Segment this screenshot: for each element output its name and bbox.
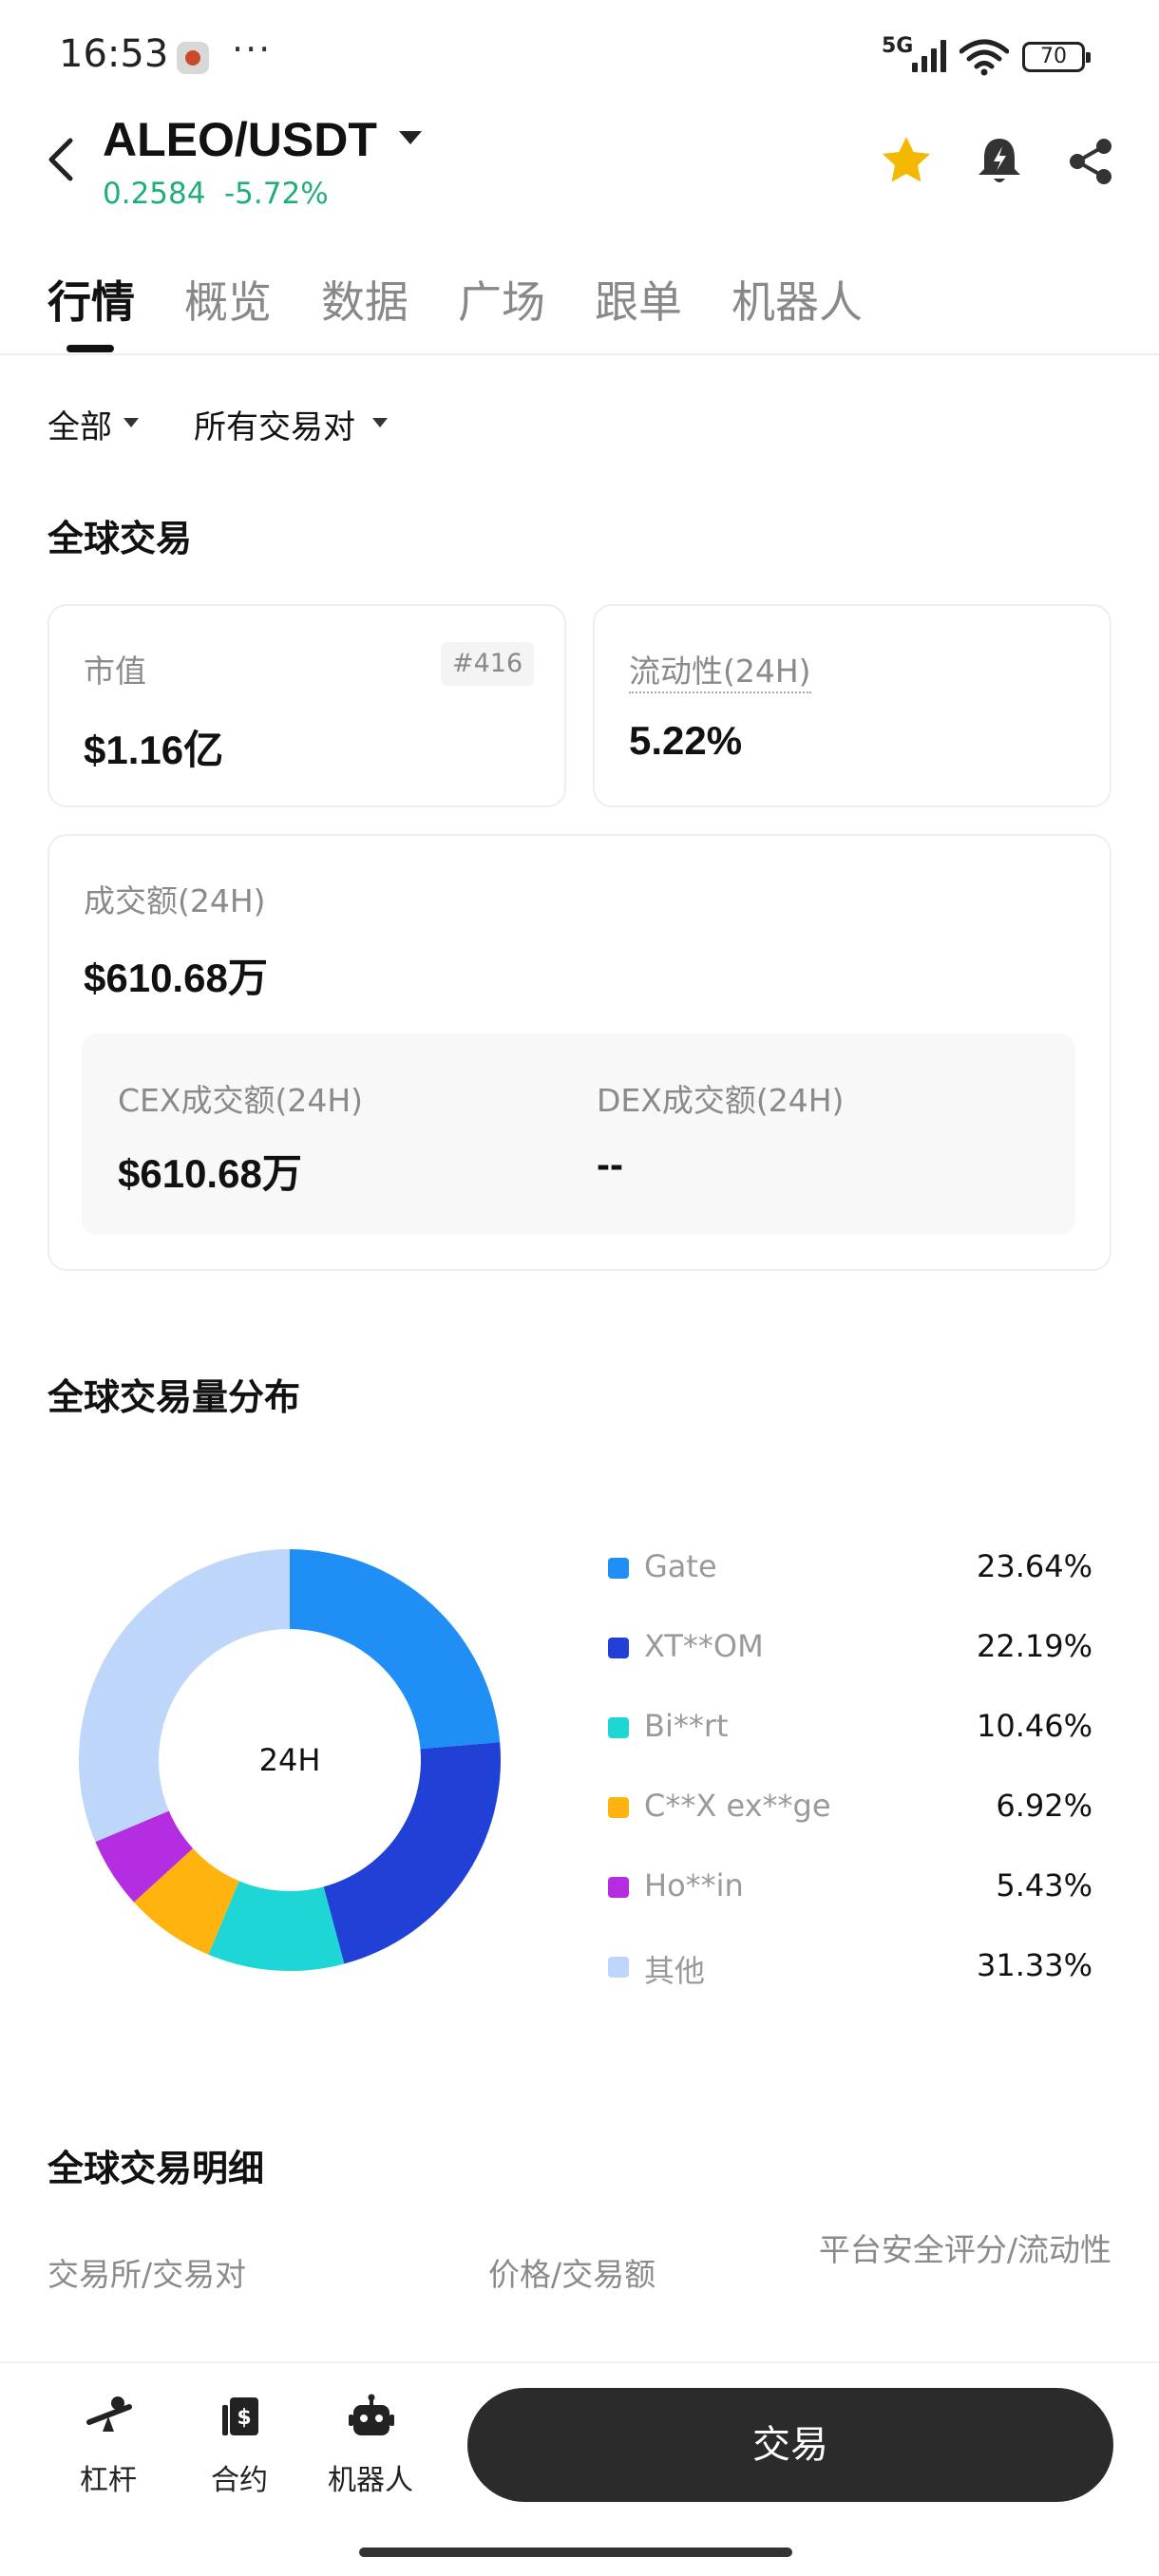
legend-item[interactable]: Bi**rt 10.46% (608, 1704, 1092, 1752)
legend-name: Bi**rt (644, 1708, 729, 1744)
legend-item[interactable]: 其他 31.33% (608, 1943, 1092, 1991)
share-icon[interactable] (1062, 133, 1119, 190)
liquidity-label-text: 流动性(24H) (629, 653, 811, 693)
price-alert-bell-icon[interactable] (971, 133, 1028, 190)
donut-slice-4 (133, 1848, 239, 1955)
legend-name: XT**OM (644, 1628, 764, 1664)
tab-bot[interactable]: 机器人 (732, 276, 863, 328)
liquidity-label[interactable]: 流动性(24H) (629, 646, 811, 693)
legend-value: 23.64% (976, 1548, 1092, 1584)
dex-volume-value: -- (597, 1142, 623, 1186)
more-notifications-icon: ··· (232, 28, 273, 70)
donut-slice-3 (208, 1881, 345, 1971)
pair-dropdown-icon[interactable] (399, 131, 422, 144)
tab-copy-trading[interactable]: 跟单 (595, 276, 682, 328)
donut-slice-2 (323, 1742, 501, 1964)
tab-market[interactable]: 行情 (48, 276, 135, 328)
app-notification-icon (177, 42, 209, 74)
tab-overview[interactable]: 概览 (184, 276, 272, 328)
volume-label: 成交额(24H) (84, 882, 266, 919)
status-time: 16:53 (59, 32, 169, 76)
legend-swatch (608, 1877, 629, 1898)
leverage-icon (86, 2396, 132, 2432)
legend-value: 31.33% (976, 1947, 1092, 1983)
pairs-filter[interactable]: 所有交易对 (194, 401, 355, 447)
nav-futures-label: 合约 (211, 2464, 268, 2497)
bottom-divider (0, 2361, 1159, 2363)
home-indicator[interactable] (359, 2548, 792, 2557)
donut-center-label: 24H (259, 1742, 321, 1778)
legend-item[interactable]: Gate 23.64% (608, 1544, 1092, 1592)
volume-donut-chart: 24H (78, 1549, 501, 1971)
volume-value: $610.68万 (84, 956, 268, 1000)
legend-name: Gate (644, 1548, 717, 1584)
legend-value: 22.19% (976, 1628, 1092, 1664)
trade-button[interactable]: 交易 (467, 2388, 1113, 2502)
donut-slice-6 (78, 1549, 290, 1843)
nav-bot[interactable]: 机器人 (314, 2394, 428, 2508)
liquidity-value: 5.22% (629, 718, 743, 763)
scope-dropdown-icon[interactable] (124, 418, 139, 427)
legend-swatch (608, 1638, 629, 1658)
nav-leverage[interactable]: 杠杆 (51, 2394, 165, 2508)
pair-title[interactable]: ALEO/USDT (103, 113, 377, 166)
cex-volume-value: $610.68万 (118, 1151, 302, 1196)
market-cap-label: 市值 (84, 653, 146, 690)
donut-slice-1 (290, 1549, 501, 1750)
market-cap-card (48, 604, 566, 807)
market-cap-value: $1.16亿 (84, 728, 224, 772)
legend-item[interactable]: C**X ex**ge 6.92% (608, 1784, 1092, 1831)
legend-name: 其他 (644, 1953, 706, 1989)
network-type: 5G (882, 34, 914, 58)
legend-swatch (608, 1558, 629, 1579)
donut-slice-5 (95, 1810, 194, 1903)
legend-swatch (608, 1717, 629, 1738)
rank-badge: #416 (441, 642, 535, 686)
nav-bot-label: 机器人 (328, 2464, 413, 2497)
legend-item[interactable]: Ho**in 5.43% (608, 1864, 1092, 1911)
legend-item[interactable]: XT**OM 22.19% (608, 1624, 1092, 1672)
svg-text:$: $ (237, 2406, 251, 2430)
column-header-score[interactable]: 平台安全评分/流动性 (818, 2231, 1112, 2268)
signal-icon (912, 40, 946, 72)
nav-futures[interactable]: $ 合约 (182, 2394, 296, 2508)
dex-volume-label: DEX成交额(24H) (597, 1082, 845, 1119)
legend-name: Ho**in (644, 1867, 744, 1904)
column-header-price[interactable]: 价格/交易额 (488, 2256, 656, 2293)
liquidity-card (593, 604, 1112, 807)
volume-breakdown-panel (82, 1033, 1075, 1235)
price-change: -5.72% (224, 177, 329, 211)
column-header-exchange[interactable]: 交易所/交易对 (48, 2256, 247, 2293)
last-price: 0.2584 (103, 177, 206, 211)
back-icon[interactable] (42, 133, 84, 186)
legend-value: 10.46% (976, 1708, 1092, 1744)
pairs-filter-label: 所有交易对 (194, 408, 355, 446)
scope-filter[interactable]: 全部 (48, 401, 112, 447)
battery-icon: 70 (1022, 42, 1091, 72)
tab-data[interactable]: 数据 (321, 276, 408, 328)
robot-icon (349, 2394, 394, 2435)
nav-leverage-label: 杠杆 (80, 2464, 137, 2497)
legend-value: 5.43% (996, 1867, 1092, 1904)
divider (0, 353, 1159, 355)
wifi-icon (960, 39, 1009, 76)
global-trading-title: 全球交易 (48, 518, 193, 559)
favorite-star-icon[interactable] (878, 133, 935, 190)
legend-swatch (608, 1957, 629, 1978)
pairs-dropdown-icon[interactable] (372, 418, 388, 427)
legend-value: 6.92% (996, 1788, 1092, 1824)
tab-square[interactable]: 广场 (458, 276, 545, 328)
distribution-title: 全球交易量分布 (48, 1376, 301, 1418)
active-tab-indicator (66, 345, 114, 352)
details-title: 全球交易明细 (48, 2148, 265, 2189)
futures-contract-icon: $ (222, 2397, 258, 2435)
scope-filter-label: 全部 (48, 408, 112, 446)
legend-swatch (608, 1797, 629, 1818)
cex-volume-label: CEX成交额(24H) (118, 1082, 364, 1119)
legend-name: C**X ex**ge (644, 1788, 831, 1824)
